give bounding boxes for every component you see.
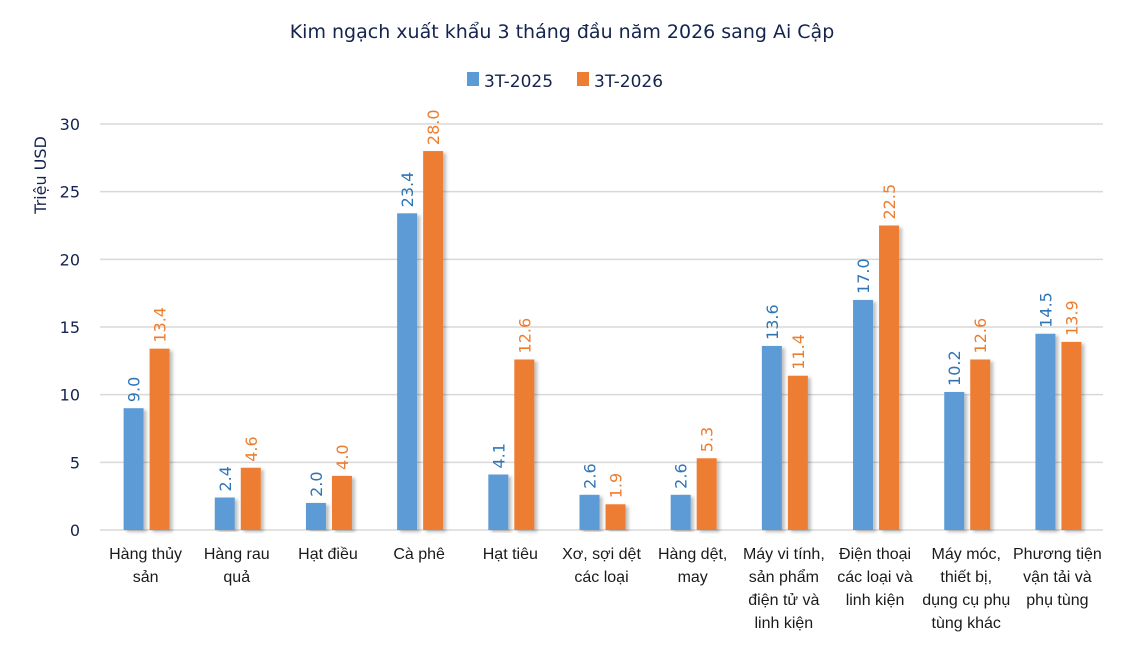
x-tick-label: linh kiện bbox=[755, 615, 814, 632]
x-tick-label: sản bbox=[133, 569, 159, 586]
x-tick-label: quả bbox=[223, 569, 250, 586]
bar-3t-2025 bbox=[214, 497, 235, 530]
bar-3t-2026 bbox=[879, 225, 900, 530]
bar-3t-2025 bbox=[579, 494, 600, 530]
y-tick-label: 30 bbox=[60, 115, 80, 134]
x-tick-label: điện tử và bbox=[748, 592, 819, 609]
legend-swatch-3t-2025 bbox=[467, 72, 479, 86]
chart-title: Kim ngạch xuất khẩu 3 tháng đầu năm 2026… bbox=[290, 21, 835, 43]
x-tick-label: tùng khác bbox=[932, 615, 1001, 632]
bar-3t-2025 bbox=[123, 408, 144, 530]
x-tick-label: Máy móc, bbox=[932, 546, 1001, 563]
data-label: 14.5 bbox=[1036, 292, 1055, 328]
x-tick-label: Máy vi tính, bbox=[743, 546, 825, 563]
x-tick-label: Cà phê bbox=[393, 546, 445, 563]
data-label: 23.4 bbox=[398, 172, 417, 208]
data-label: 4.1 bbox=[489, 443, 508, 468]
bar-3t-2026 bbox=[787, 375, 808, 530]
x-tick-label: Hạt điều bbox=[298, 546, 358, 563]
legend: 3T-2025 3T-2026 bbox=[467, 72, 663, 92]
bar-3t-2026 bbox=[1061, 341, 1082, 530]
data-label: 10.2 bbox=[945, 350, 964, 386]
y-tick-label: 15 bbox=[60, 318, 80, 337]
x-tick-label: Phương tiện bbox=[1013, 546, 1102, 563]
data-label: 2.6 bbox=[672, 463, 691, 488]
bar-3t-2025 bbox=[488, 474, 509, 530]
bar-3t-2025 bbox=[397, 213, 418, 530]
data-label: 9.0 bbox=[125, 377, 144, 402]
x-tick-label: phụ tùng bbox=[1026, 592, 1088, 609]
data-label: 13.4 bbox=[151, 307, 170, 343]
bar-3t-2025 bbox=[853, 299, 874, 530]
x-tick-label: các loại bbox=[574, 569, 628, 586]
data-label: 17.0 bbox=[854, 258, 873, 294]
x-tick-label: Xơ, sợi dệt bbox=[562, 546, 641, 563]
data-label: 12.6 bbox=[971, 318, 990, 354]
x-tick-label: dụng cụ phụ bbox=[922, 592, 1010, 609]
x-tick-label: Hàng thủy bbox=[109, 546, 182, 563]
data-label: 5.3 bbox=[698, 427, 717, 452]
bar-3t-2025 bbox=[944, 391, 965, 530]
y-tick-label: 25 bbox=[60, 183, 80, 202]
bar-3t-2026 bbox=[331, 475, 352, 530]
x-tick-label: sản phẩm bbox=[749, 568, 819, 586]
bar-3t-2025 bbox=[1035, 333, 1056, 530]
legend-label-3t-2025: 3T-2025 bbox=[484, 72, 553, 92]
x-tick-label: thiết bị, bbox=[940, 569, 992, 586]
data-label: 2.4 bbox=[216, 466, 235, 491]
x-tick-label: Hàng rau bbox=[204, 546, 270, 563]
x-tick-label: các loại và bbox=[837, 569, 913, 586]
bar-3t-2026 bbox=[605, 504, 626, 530]
bar-3t-2026 bbox=[970, 359, 991, 530]
bar-3t-2026 bbox=[696, 458, 717, 530]
bar-3t-2026 bbox=[149, 348, 170, 530]
x-tick-label: Điện thoại bbox=[839, 546, 911, 563]
bar-3t-2026 bbox=[514, 359, 535, 530]
y-axis-label: Triệu USD bbox=[31, 136, 50, 215]
y-tick-label: 20 bbox=[60, 250, 80, 269]
x-tick-label: vận tải và bbox=[1023, 569, 1092, 586]
data-label: 2.6 bbox=[581, 463, 600, 488]
x-tick-label: linh kiện bbox=[846, 592, 905, 609]
x-tick-label: Hạt tiêu bbox=[483, 546, 538, 563]
data-label: 2.0 bbox=[307, 471, 326, 496]
bar-3t-2025 bbox=[305, 502, 326, 530]
y-tick-label: 10 bbox=[60, 386, 80, 405]
legend-label-3t-2026: 3T-2026 bbox=[594, 72, 663, 92]
data-label: 13.9 bbox=[1062, 300, 1081, 336]
y-tick-label: 0 bbox=[70, 521, 80, 540]
y-tick-label: 5 bbox=[70, 453, 80, 472]
data-label: 4.0 bbox=[333, 444, 352, 469]
x-tick-label: Hàng dệt, bbox=[658, 546, 727, 563]
data-label: 22.5 bbox=[880, 184, 899, 220]
bar-3t-2025 bbox=[670, 494, 691, 530]
legend-swatch-3t-2026 bbox=[577, 72, 589, 86]
data-label: 12.6 bbox=[515, 318, 534, 354]
data-label: 28.0 bbox=[424, 109, 443, 145]
bar-3t-2026 bbox=[240, 467, 261, 530]
bar-3t-2025 bbox=[761, 345, 782, 530]
bar-3t-2026 bbox=[423, 151, 444, 531]
data-label: 11.4 bbox=[789, 334, 808, 370]
data-label: 13.6 bbox=[763, 304, 782, 340]
x-tick-label: may bbox=[678, 569, 708, 586]
data-label: 1.9 bbox=[607, 473, 626, 498]
data-label: 4.6 bbox=[242, 436, 261, 461]
